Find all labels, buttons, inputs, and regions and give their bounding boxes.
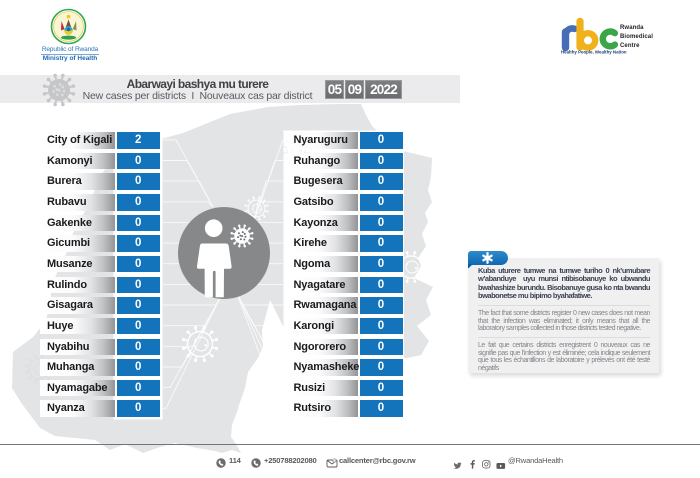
svg-text:@: @ [332, 458, 337, 463]
